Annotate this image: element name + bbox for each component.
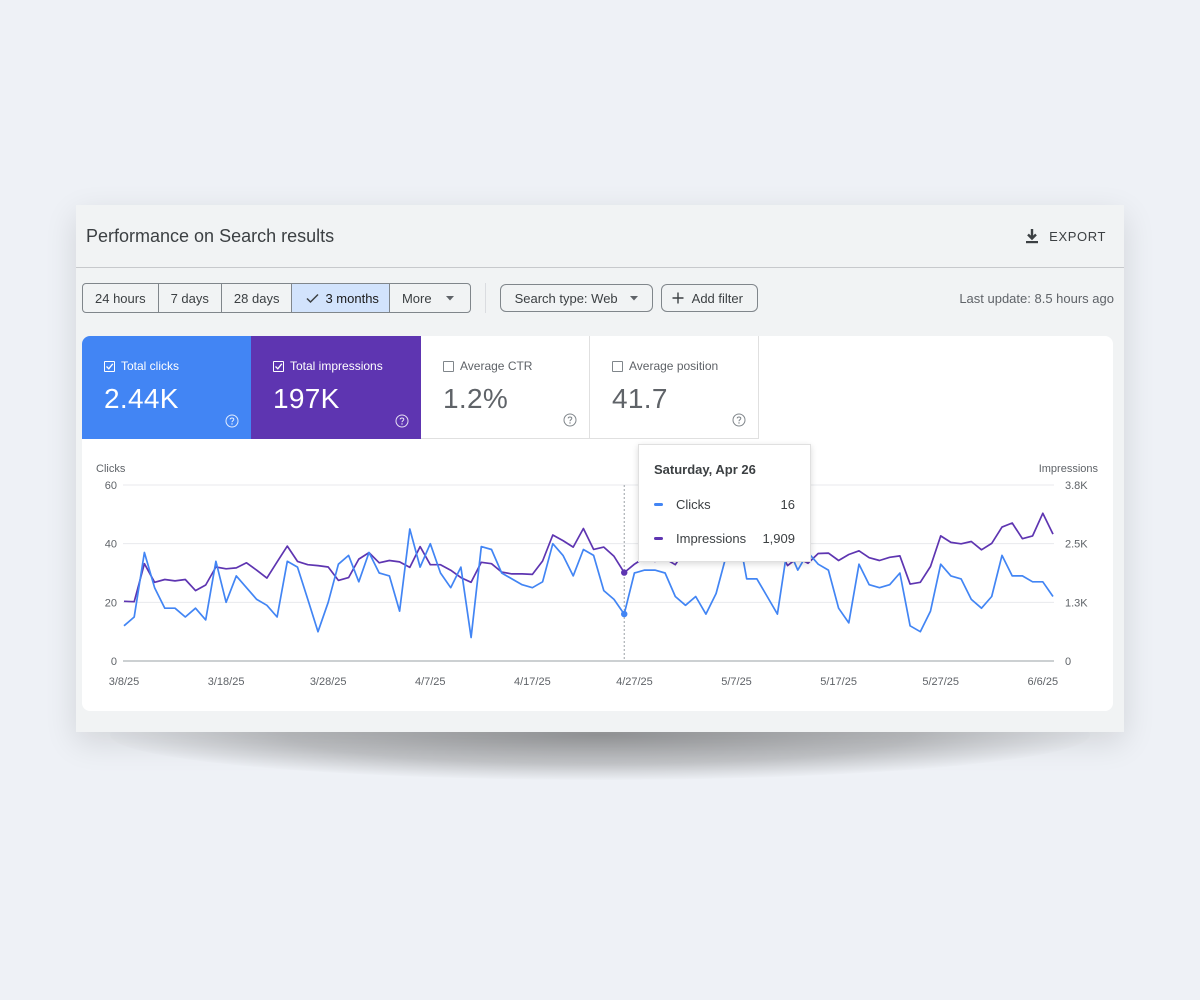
performance-card: Performance on Search results EXPORT 24 …	[76, 205, 1124, 732]
checkbox-unchecked-icon[interactable]	[443, 360, 454, 372]
checkbox-unchecked-icon[interactable]	[612, 360, 623, 372]
y-left-axis-title: Clicks	[96, 463, 126, 475]
export-label: EXPORT	[1049, 228, 1106, 244]
metric-label: Total clicks	[121, 359, 180, 373]
range-3-months[interactable]: 3 months	[292, 284, 390, 312]
x-tick-label: 4/7/25	[415, 676, 446, 688]
impressions-hover-point	[621, 569, 628, 576]
tooltip-impressions-label: Impressions	[676, 530, 747, 546]
range-label: 7 days	[170, 290, 209, 306]
help-icon[interactable]	[395, 414, 409, 428]
download-icon	[1026, 229, 1039, 244]
range-24-hours[interactable]: 24 hours	[83, 284, 159, 312]
metric-label: Average position	[629, 359, 719, 373]
range-7-days[interactable]: 7 days	[159, 284, 222, 312]
help-icon[interactable]	[563, 413, 577, 427]
x-tick-label: 3/28/25	[310, 676, 347, 688]
metric-label: Average CTR	[460, 359, 533, 373]
metric-value: 197K	[273, 383, 340, 414]
x-tick-label: 5/27/25	[922, 676, 959, 688]
filter-bar: 24 hours 7 days 28 days 3 months More Se…	[76, 268, 1124, 328]
clicks-hover-point	[621, 610, 628, 618]
tooltip-row-impressions: Impressions 1,909	[654, 530, 795, 546]
metric-total-impressions[interactable]: Total impressions 197K	[251, 336, 421, 439]
impressions-legend-swatch	[654, 536, 663, 540]
clicks-legend-swatch	[654, 502, 663, 506]
page-title: Performance on Search results	[86, 225, 335, 246]
y-right-tick-label: 0	[1065, 656, 1071, 668]
more-label: More	[401, 290, 432, 306]
impressions-series-line	[123, 512, 1054, 603]
tooltip-date: Saturday, Apr 26	[654, 462, 756, 477]
metric-value: 41.7	[612, 383, 668, 414]
metric-value: 1.2%	[443, 383, 509, 414]
help-icon[interactable]	[225, 414, 239, 428]
range-28-days[interactable]: 28 days	[222, 284, 293, 312]
card-header: Performance on Search results EXPORT	[76, 205, 1124, 268]
performance-line-chart[interactable]: 60 3.8K 40 2.5K 20 1.3K 0 0 Clicks Impressions 3/8…	[82, 336, 1113, 711]
chart-tooltip: Saturday, Apr 26 Clicks 16 Impressions 1…	[638, 444, 811, 562]
more-ranges-dropdown[interactable]: More	[390, 284, 470, 312]
x-tick-label: 6/6/25	[1027, 676, 1058, 688]
y-left-tick-label: 20	[105, 597, 117, 609]
y-right-tick-label: 2.5K	[1065, 539, 1088, 551]
x-tick-label: 3/8/25	[109, 676, 140, 688]
y-right-tick-label: 1.3K	[1065, 597, 1088, 609]
chart-panel: Total clicks 2.44K Total impressions 197…	[82, 336, 1113, 711]
check-icon	[306, 293, 319, 303]
metric-average-position[interactable]: Average position 41.7	[590, 336, 759, 439]
clicks-series-line	[123, 522, 1054, 639]
x-tick-label: 3/18/25	[208, 676, 245, 688]
metric-total-clicks[interactable]: Total clicks 2.44K	[82, 336, 251, 439]
y-right-tick-label: 3.8K	[1065, 480, 1088, 492]
last-update-text: Last update: 8.5 hours ago	[959, 290, 1114, 306]
add-filter-label: Add filter	[691, 290, 743, 306]
y-right-axis-title: Impressions	[1039, 463, 1099, 475]
tooltip-row-clicks: Clicks 16	[654, 496, 795, 512]
x-tick-label: 5/17/25	[820, 676, 857, 688]
help-icon[interactable]	[732, 413, 746, 427]
checkbox-checked-icon[interactable]	[104, 360, 115, 372]
metric-average-ctr[interactable]: Average CTR 1.2%	[421, 336, 590, 439]
tooltip-clicks-value: 16	[780, 496, 795, 512]
tooltip-clicks-label: Clicks	[676, 496, 711, 512]
divider	[484, 283, 486, 313]
chevron-down-icon	[629, 295, 638, 300]
x-tick-label: 4/27/25	[616, 676, 653, 688]
tooltip-impressions-value: 1,909	[762, 530, 795, 546]
y-left-tick-label: 60	[105, 480, 117, 492]
metric-value: 2.44K	[104, 383, 179, 414]
range-label: 3 months	[325, 290, 379, 306]
plus-icon	[672, 292, 684, 304]
y-left-tick-label: 0	[111, 656, 117, 668]
date-range-selector: 24 hours 7 days 28 days 3 months More	[82, 283, 471, 313]
chevron-down-icon	[445, 295, 454, 300]
search-type-label: Search type: Web	[514, 290, 618, 306]
checkbox-checked-icon[interactable]	[273, 360, 284, 372]
range-label: 28 days	[233, 290, 280, 306]
x-tick-label: 4/17/25	[514, 676, 551, 688]
y-left-tick-label: 40	[105, 539, 117, 551]
range-label: 24 hours	[95, 290, 146, 306]
metric-label: Total impressions	[290, 359, 383, 373]
x-tick-label: 5/7/25	[721, 676, 752, 688]
search-type-dropdown[interactable]: Search type: Web	[499, 284, 653, 312]
export-button[interactable]: EXPORT	[1025, 228, 1106, 244]
add-filter-button[interactable]: Add filter	[660, 284, 758, 312]
